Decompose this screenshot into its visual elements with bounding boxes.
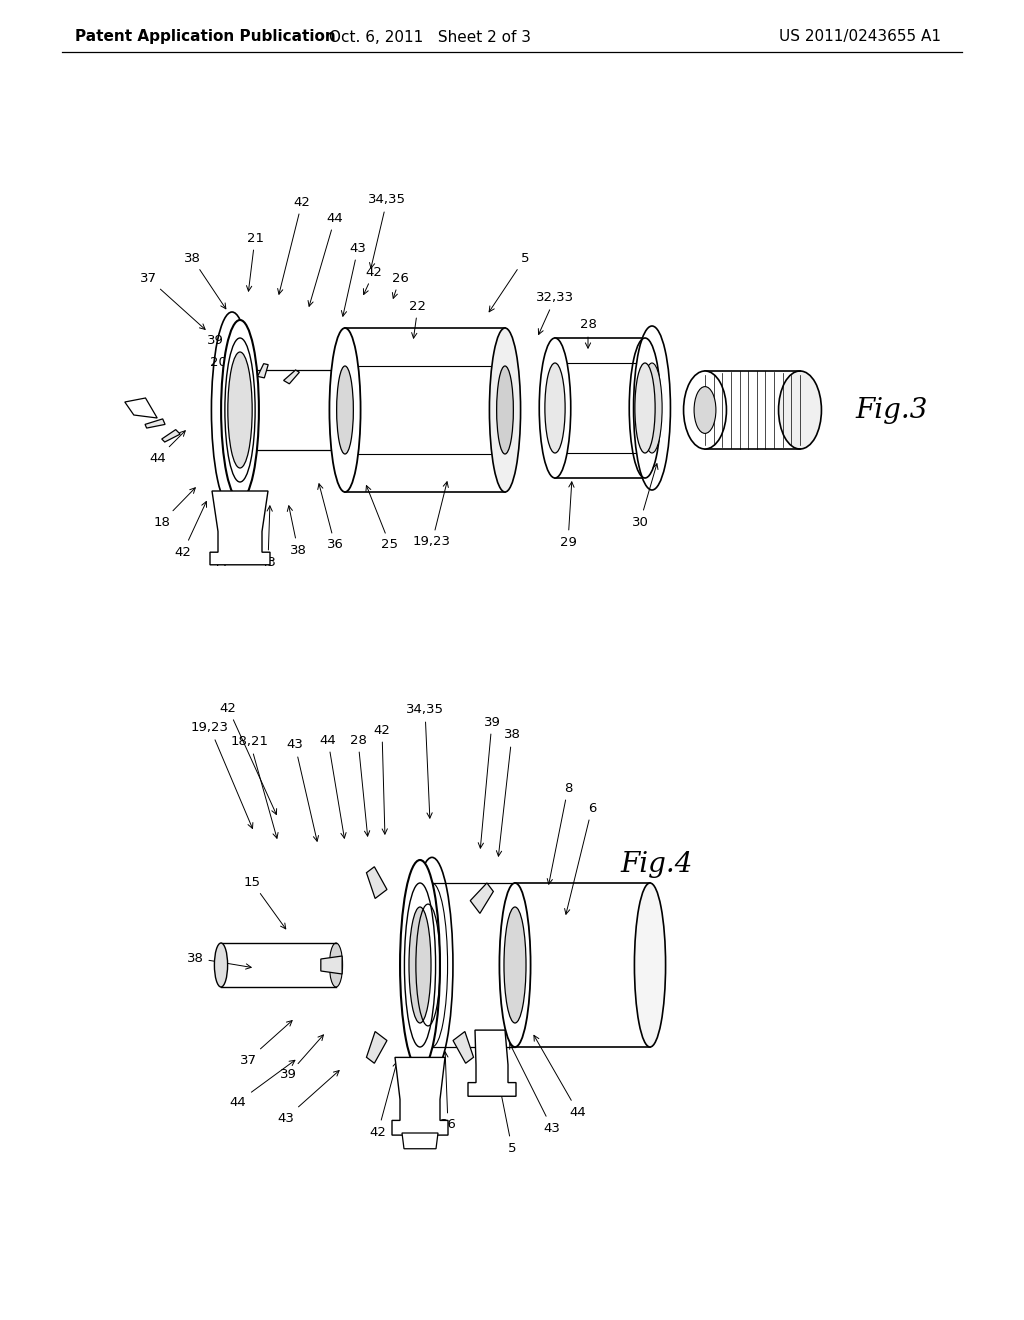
Text: 15: 15 — [244, 875, 286, 929]
Text: 38: 38 — [288, 506, 306, 557]
Text: 34,35: 34,35 — [368, 194, 406, 268]
Polygon shape — [367, 867, 387, 899]
Text: 19,23: 19,23 — [191, 722, 253, 829]
Ellipse shape — [694, 387, 716, 433]
Polygon shape — [515, 883, 650, 1047]
Ellipse shape — [634, 326, 671, 490]
Text: 37: 37 — [240, 1020, 292, 1067]
Text: 18,21: 18,21 — [231, 735, 279, 838]
Text: Fig.4: Fig.4 — [620, 851, 692, 879]
Text: 42: 42 — [364, 265, 382, 294]
Text: 38: 38 — [497, 729, 520, 857]
Text: 29: 29 — [559, 482, 577, 549]
Polygon shape — [321, 956, 342, 974]
Ellipse shape — [337, 366, 353, 454]
Text: 38: 38 — [186, 952, 251, 969]
Text: 44: 44 — [534, 1035, 587, 1118]
Text: 5: 5 — [489, 252, 529, 312]
Ellipse shape — [330, 942, 343, 987]
Text: 19,23: 19,23 — [413, 482, 451, 549]
Ellipse shape — [489, 327, 520, 492]
Text: 43: 43 — [341, 242, 367, 317]
Ellipse shape — [778, 371, 821, 449]
Text: 39: 39 — [207, 334, 231, 352]
Text: 44: 44 — [319, 734, 346, 838]
Ellipse shape — [635, 883, 666, 1047]
Ellipse shape — [409, 907, 431, 1023]
Text: 18: 18 — [154, 488, 196, 528]
Text: 43: 43 — [287, 738, 318, 841]
Ellipse shape — [214, 942, 227, 987]
Text: 36: 36 — [317, 483, 343, 552]
Polygon shape — [345, 327, 505, 492]
Text: Fig.3: Fig.3 — [855, 396, 928, 424]
Text: 42: 42 — [174, 502, 207, 558]
Ellipse shape — [684, 371, 726, 449]
Polygon shape — [162, 429, 180, 442]
Polygon shape — [125, 399, 158, 418]
Text: 20: 20 — [210, 355, 234, 376]
Text: 6: 6 — [564, 801, 596, 915]
Ellipse shape — [500, 883, 530, 1047]
Text: 5: 5 — [492, 1052, 516, 1155]
Polygon shape — [258, 363, 268, 378]
Text: 28: 28 — [580, 318, 596, 348]
Ellipse shape — [497, 366, 513, 454]
Text: 37: 37 — [139, 272, 205, 330]
Text: Patent Application Publication: Patent Application Publication — [75, 29, 336, 45]
Text: 44: 44 — [229, 1060, 295, 1109]
Polygon shape — [284, 370, 299, 384]
Text: 42: 42 — [278, 195, 310, 294]
Text: 26: 26 — [391, 272, 409, 298]
Ellipse shape — [400, 861, 440, 1071]
Text: 39: 39 — [280, 1035, 324, 1081]
Text: 44: 44 — [212, 516, 234, 569]
Text: 43: 43 — [278, 1071, 339, 1125]
Polygon shape — [145, 418, 165, 428]
Text: 34,35: 34,35 — [406, 704, 444, 818]
Ellipse shape — [404, 883, 435, 1047]
Ellipse shape — [540, 338, 570, 478]
Text: 42: 42 — [219, 701, 276, 814]
Polygon shape — [367, 1031, 387, 1064]
Ellipse shape — [227, 352, 252, 469]
Polygon shape — [210, 491, 270, 565]
Ellipse shape — [221, 319, 259, 500]
Ellipse shape — [635, 363, 655, 453]
Polygon shape — [402, 1133, 438, 1148]
Text: US 2011/0243655 A1: US 2011/0243655 A1 — [779, 29, 941, 45]
Polygon shape — [555, 338, 645, 478]
Text: 22: 22 — [410, 300, 427, 338]
Ellipse shape — [330, 327, 360, 492]
Text: 28: 28 — [349, 734, 370, 836]
Text: 8: 8 — [547, 781, 572, 884]
Polygon shape — [453, 1031, 473, 1064]
Polygon shape — [392, 1057, 449, 1135]
Text: 32,33: 32,33 — [536, 292, 574, 334]
Text: 21: 21 — [247, 231, 263, 292]
Text: 44: 44 — [308, 211, 343, 306]
Text: 43: 43 — [259, 506, 276, 569]
Text: 30: 30 — [632, 463, 658, 528]
Text: 36: 36 — [439, 1052, 457, 1131]
Text: 25: 25 — [366, 486, 398, 552]
Text: 44: 44 — [150, 430, 185, 465]
Text: 39: 39 — [478, 715, 501, 849]
Ellipse shape — [642, 363, 663, 453]
Ellipse shape — [225, 338, 255, 482]
Polygon shape — [468, 1030, 516, 1096]
Text: 42: 42 — [370, 1061, 398, 1138]
Text: 42: 42 — [374, 723, 390, 834]
Ellipse shape — [504, 907, 526, 1023]
Ellipse shape — [545, 363, 565, 453]
Polygon shape — [470, 883, 494, 913]
Text: 43: 43 — [510, 1043, 560, 1134]
Text: 38: 38 — [183, 252, 226, 309]
Text: Oct. 6, 2011   Sheet 2 of 3: Oct. 6, 2011 Sheet 2 of 3 — [329, 29, 531, 45]
